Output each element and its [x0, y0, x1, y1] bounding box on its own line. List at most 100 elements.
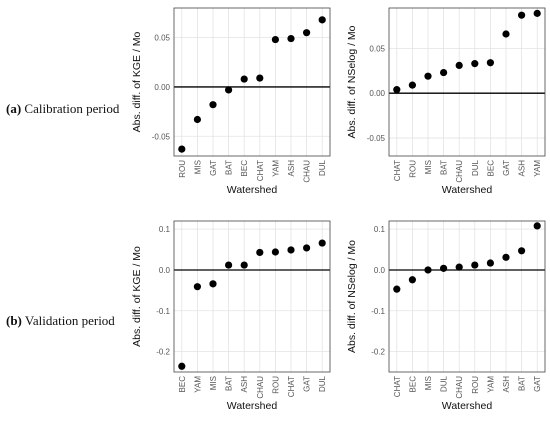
x-tick-label: BAT [440, 160, 449, 175]
data-point [486, 259, 494, 267]
data-point [424, 72, 432, 80]
x-tick-label: DUL [318, 159, 327, 176]
data-point [393, 285, 401, 293]
x-tick-label: ASH [502, 376, 511, 393]
x-tick-label: CHAT [287, 376, 296, 397]
data-point [486, 59, 494, 67]
x-tick-label: YAM [486, 376, 495, 393]
x-tick-label: ASH [287, 160, 296, 177]
data-point [209, 101, 217, 109]
row-label-validation-text: Validation period [22, 313, 115, 328]
x-axis-title: Watershed [442, 184, 493, 196]
data-point [240, 261, 248, 269]
y-axis-title: Abs. diff. of KGE / Mo [131, 246, 143, 347]
x-axis-title: Watershed [227, 400, 278, 412]
plot-area-border [173, 7, 331, 157]
x-tick-label: BEC [240, 160, 249, 177]
data-point [287, 246, 295, 254]
data-point [271, 248, 279, 256]
x-tick-label: BEC [178, 376, 187, 393]
data-point [303, 29, 311, 37]
x-tick-label: GAT [303, 376, 312, 392]
row-label-validation-letter: (b) [6, 313, 22, 328]
x-axis-title: Watershed [442, 400, 493, 412]
data-point [533, 222, 541, 230]
x-tick-label: DUL [318, 375, 327, 392]
data-point [471, 60, 479, 68]
y-tick-label: 0.05 [369, 44, 385, 53]
data-point [393, 86, 401, 94]
x-axis-title: Watershed [227, 184, 278, 196]
data-point [455, 61, 463, 70]
x-tick-label: ROU [471, 376, 480, 394]
plot-area-border [173, 220, 331, 373]
y-tick-label: 0.00 [369, 89, 385, 98]
chart-panel-4: -0.2 -0.1 0.0 0.1 CHAT BEC MIS DUL CHAU ROU YAM ASH… [346, 220, 546, 412]
data-point [455, 263, 463, 271]
x-tick-label: CHAT [393, 376, 402, 397]
y-tick-label: 0.1 [159, 225, 171, 234]
x-tick-label: ROU [408, 160, 417, 178]
x-tick-label: MIS [424, 160, 433, 174]
x-tick-label: MIS [424, 376, 433, 390]
data-point [240, 75, 248, 83]
data-point [225, 261, 233, 269]
chart-panel-2: -0.05 0.00 0.05 CHAT ROU MIS BAT CHAU DUL BEC GAT A… [346, 7, 546, 196]
row-label-calibration-letter: (a) [6, 101, 21, 116]
x-tick-label: GAT [502, 160, 511, 176]
data-point [256, 74, 264, 82]
x-tick-label: MIS [193, 160, 202, 174]
data-point [424, 266, 432, 274]
x-tick-label: DUL [471, 159, 480, 176]
chart-panel-1: -0.05 0.00 0.05 ROU MIS GAT BAT BEC CHAT YAM ASH CH… [131, 7, 331, 196]
data-point [318, 239, 326, 247]
x-tick-label: YAM [533, 160, 542, 177]
y-tick-label: -0.2 [371, 348, 385, 357]
plot-area-border [388, 7, 546, 157]
row-label-calibration-text: Calibration period [21, 101, 120, 116]
x-tick-label: BAT [225, 160, 234, 175]
data-point [318, 16, 326, 24]
y-tick-label: -0.1 [371, 307, 385, 316]
y-axis-title: Abs. diff. of KGE / Mo [131, 31, 143, 132]
x-tick-label: YAM [193, 376, 202, 393]
data-point [502, 253, 510, 261]
x-tick-label: GAT [209, 160, 218, 176]
x-tick-label: YAM [271, 160, 280, 177]
x-tick-label: CHAT [256, 160, 265, 181]
data-point [440, 264, 448, 272]
x-tick-label: ROU [271, 376, 280, 394]
y-axis-title: Abs. diff. of NSelog / Mo [346, 240, 358, 353]
data-point [471, 261, 479, 269]
data-point [518, 247, 526, 255]
y-tick-label: 0.0 [159, 266, 171, 275]
data-point [225, 86, 233, 94]
data-point [256, 248, 264, 257]
data-point [209, 280, 217, 288]
y-tick-label: -0.05 [367, 134, 386, 143]
data-point [440, 68, 448, 77]
y-tick-label: 0.05 [154, 34, 170, 43]
y-tick-label: 0.0 [374, 266, 386, 275]
x-tick-label: CHAT [393, 160, 402, 181]
x-tick-label: CHAU [455, 160, 464, 183]
x-tick-label: BEC [486, 160, 495, 177]
x-tick-label: ASH [240, 376, 249, 393]
x-tick-label: BAT [518, 376, 527, 391]
row-label-calibration: (a) Calibration period [6, 101, 120, 116]
plot-area-border [388, 220, 546, 373]
x-tick-label: ROU [178, 160, 187, 178]
data-point [408, 276, 416, 284]
data-point [533, 9, 541, 17]
x-tick-label: CHAU [303, 160, 312, 183]
data-point [303, 244, 311, 252]
data-point [408, 81, 416, 89]
x-tick-label: CHAU [256, 376, 265, 399]
y-axis-title: Abs. diff. of NSelog / Mo [346, 25, 358, 138]
data-point [193, 283, 201, 291]
data-point [287, 34, 295, 43]
data-point [502, 30, 510, 38]
y-tick-label: -0.2 [156, 348, 170, 357]
chart-panels: -0.05 0.00 0.05 ROU MIS GAT BAT BEC CHAT YAM ASH CH… [131, 7, 546, 412]
